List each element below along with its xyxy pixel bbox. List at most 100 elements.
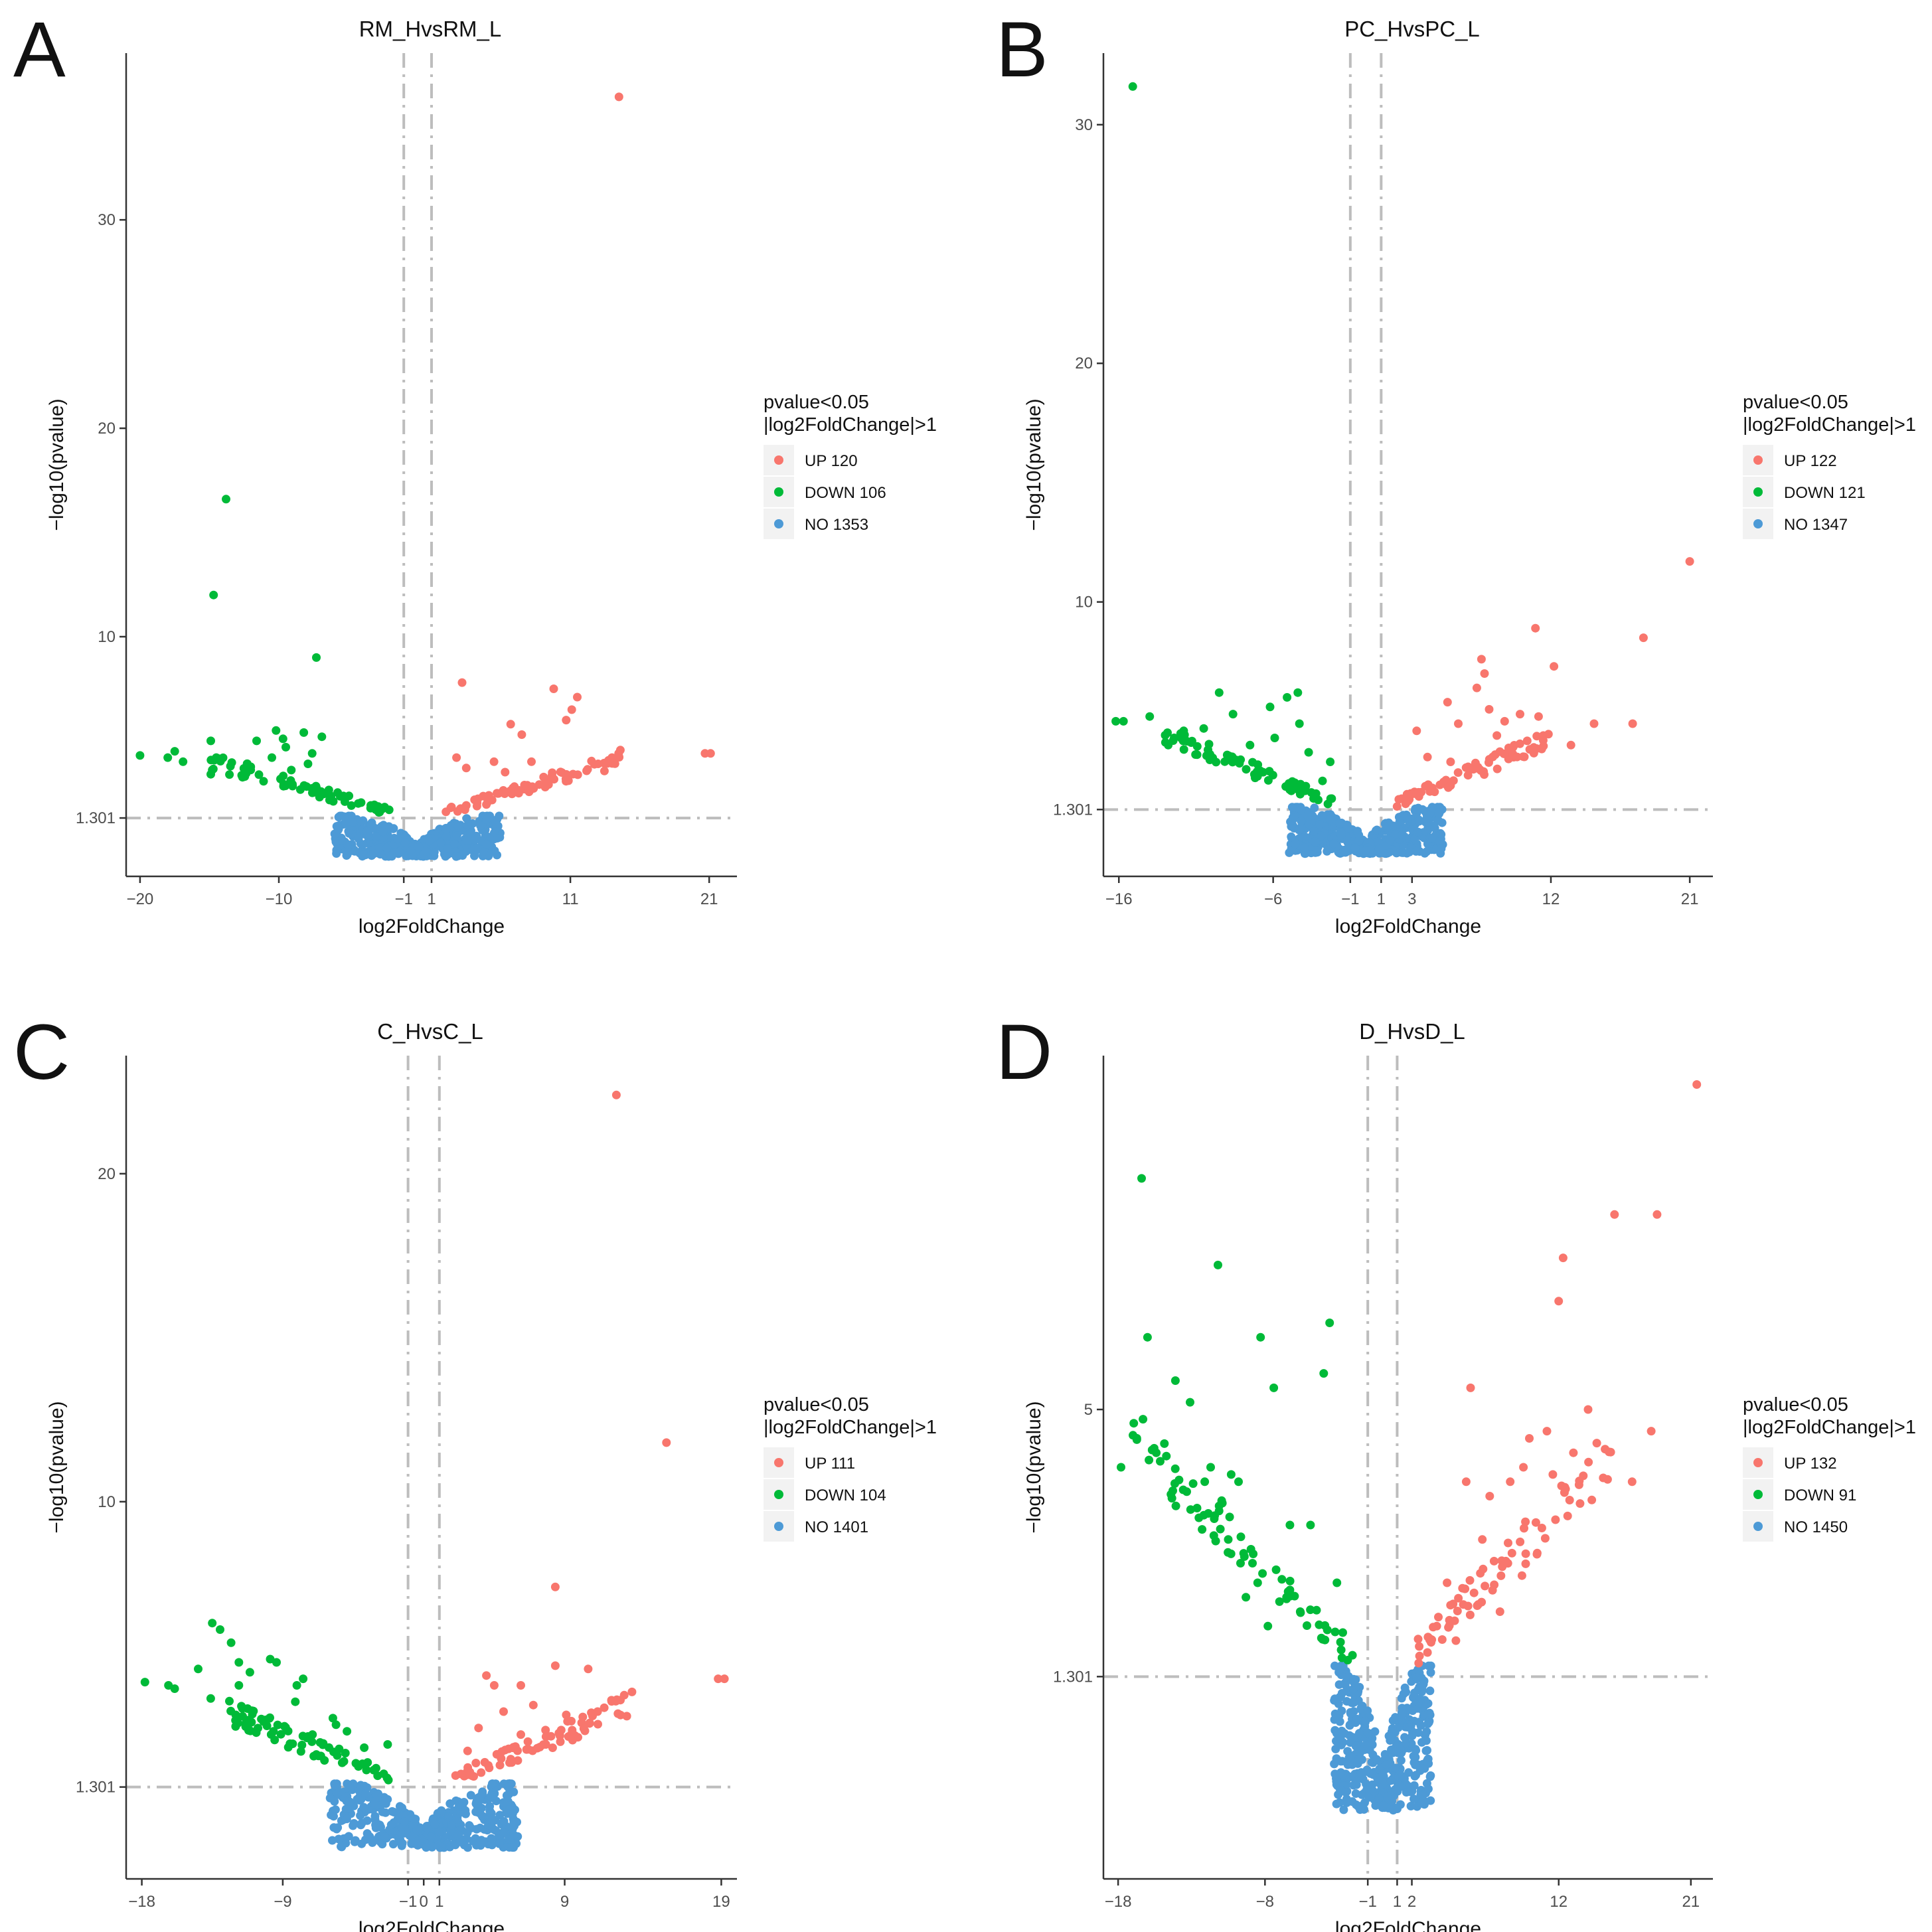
no-point	[1301, 832, 1310, 841]
up-point	[1485, 704, 1494, 714]
down-point	[303, 760, 313, 768]
down-point	[279, 771, 288, 781]
legend-marker	[774, 1490, 783, 1499]
up-point	[1516, 710, 1524, 719]
up-point	[524, 1745, 533, 1754]
up-point	[497, 1747, 507, 1756]
x-axis-label: log2FoldChange	[359, 1918, 505, 1932]
up-point	[465, 1767, 475, 1777]
down-point	[1216, 1524, 1225, 1534]
down-point	[1315, 1620, 1324, 1629]
down-point	[341, 1749, 350, 1757]
down-point	[1303, 1621, 1311, 1630]
up-point	[1605, 1447, 1614, 1457]
down-point	[242, 769, 251, 778]
up-point	[1599, 1473, 1608, 1483]
down-point	[1332, 1578, 1342, 1587]
no-point	[1342, 1795, 1351, 1804]
no-point	[413, 1840, 422, 1850]
up-point	[1532, 732, 1542, 741]
up-point	[587, 756, 596, 765]
down-point	[1204, 740, 1214, 749]
x-tick-label: −1	[1341, 890, 1359, 908]
up-point	[1558, 1253, 1568, 1263]
down-point	[1156, 1457, 1165, 1466]
down-point	[363, 1758, 372, 1767]
no-point	[1398, 1704, 1407, 1713]
legend-item-no: NO 1353	[764, 509, 868, 539]
no-point	[479, 847, 488, 856]
down-point	[209, 590, 218, 600]
up-point	[1512, 752, 1522, 762]
no-point	[1346, 1708, 1355, 1717]
no-point	[1351, 1789, 1360, 1798]
no-point	[362, 1829, 372, 1838]
up-point	[482, 1671, 491, 1680]
legend-label: NO 1353	[805, 516, 868, 534]
down-point	[1214, 688, 1224, 697]
down-point	[362, 1765, 371, 1775]
no-point	[412, 1825, 422, 1834]
no-point	[357, 1818, 366, 1828]
no-point	[495, 1839, 504, 1848]
up-point	[509, 1743, 518, 1752]
up-point	[1434, 1613, 1443, 1622]
down-point	[208, 1619, 217, 1628]
no-point	[1410, 835, 1419, 844]
x-tick-label: 12	[1550, 1893, 1568, 1911]
no-point	[1382, 1760, 1391, 1769]
up-point	[521, 781, 530, 790]
no-point	[1422, 1757, 1431, 1766]
up-point	[1548, 1470, 1558, 1479]
up-point	[1454, 719, 1463, 728]
down-point	[1194, 1513, 1204, 1522]
no-point	[334, 825, 343, 834]
up-point	[1584, 1457, 1593, 1467]
no-point	[445, 1799, 455, 1809]
y-tick-label: 20	[98, 1165, 116, 1183]
no-point	[400, 1817, 409, 1826]
down-point	[226, 1638, 236, 1647]
up-point	[616, 1710, 625, 1720]
no-point	[1378, 1769, 1388, 1779]
no-point	[1402, 1739, 1410, 1747]
y-axis-label: −log10(pvalue)	[46, 1401, 68, 1533]
up-point	[1414, 1658, 1423, 1668]
no-point	[1403, 814, 1412, 823]
no-point	[452, 831, 461, 841]
down-point	[1295, 789, 1305, 799]
up-point	[494, 789, 503, 798]
no-point	[371, 1820, 380, 1830]
y-tick-label: 1.301	[1053, 801, 1093, 819]
no-point	[1353, 1801, 1362, 1811]
legend: pvalue<0.05|log2FoldChange|>1 UP 132 DOWN …	[1743, 1394, 1916, 1542]
up-point	[1551, 1515, 1560, 1524]
no-point	[1428, 834, 1437, 843]
up-point	[550, 775, 558, 784]
no-point	[1378, 1779, 1388, 1788]
no-point	[1415, 1766, 1425, 1775]
down-point	[238, 1712, 247, 1721]
panel-c: C C_HvsC_L−18 −9 −1 0 1 9 191.3011020log2FoldCh…	[13, 1008, 937, 1932]
down-point	[163, 753, 173, 762]
down-point	[1176, 734, 1186, 742]
no-point	[1435, 837, 1444, 846]
no-point	[395, 848, 404, 857]
down-point	[1139, 1415, 1148, 1424]
no-point	[475, 1823, 485, 1832]
legend-item-up: UP 120	[764, 445, 858, 475]
panel-letter: B	[996, 6, 1048, 94]
scatter-points	[140, 1090, 729, 1852]
panel-b: B PC_HvsPC_L −16 −6 −1 1 3 12 21 1.301 10 20 30 log2F…	[996, 6, 1916, 937]
y-tick-label: 30	[98, 211, 116, 229]
x-tick-label: 21	[1682, 1893, 1700, 1911]
no-point	[1400, 1774, 1409, 1783]
no-point	[388, 1807, 397, 1816]
up-point	[1500, 716, 1509, 726]
up-point	[499, 1707, 508, 1716]
up-point	[1423, 1648, 1432, 1657]
down-point	[1319, 1369, 1328, 1378]
down-point	[1236, 1532, 1246, 1542]
up-point	[1534, 712, 1543, 721]
no-point	[1340, 848, 1350, 857]
